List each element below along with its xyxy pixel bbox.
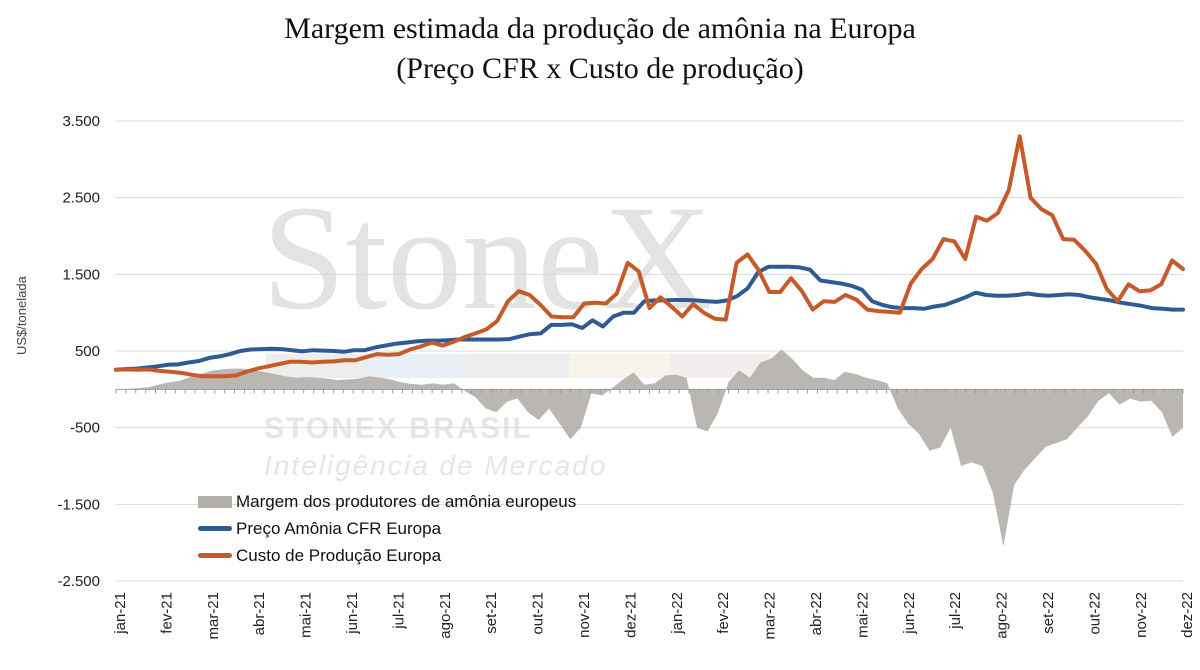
series-area-margin [116, 349, 1183, 547]
x-tick-label: mar-22 [762, 592, 779, 640]
legend-item-margin: Margem dos produtores de amônia europeus [198, 488, 576, 515]
y-tick-label: -2.500 [57, 573, 100, 590]
x-tick-label: ago-22 [994, 592, 1011, 639]
x-tick-label: jan-22 [669, 592, 686, 635]
x-tick-label: nov-21 [576, 592, 593, 638]
y-tick-label: 500 [75, 343, 100, 360]
x-tick-label: jul-21 [390, 592, 407, 630]
chart-title: Margem estimada da produção de amônia na… [284, 12, 916, 45]
series-line-cost [114, 134, 1185, 379]
legend-label-price: Preço Amônia CFR Europa [236, 518, 442, 538]
x-tick-label: nov-22 [1133, 592, 1150, 638]
watermark-band [266, 354, 367, 378]
legend-swatch-margin [198, 495, 232, 508]
y-tick-label: 3.500 [62, 113, 100, 130]
watermark-band [468, 354, 569, 378]
x-tick-label: abr-21 [251, 592, 268, 635]
x-tick-label: mai-22 [854, 592, 871, 638]
x-tick-label: jan-21 [112, 592, 129, 635]
legend-item-price: Preço Amônia CFR Europa [198, 515, 576, 542]
watermark-band [569, 354, 670, 378]
x-tick-label: ago-21 [437, 592, 454, 639]
x-tick-label: mar-21 [205, 592, 222, 640]
x-tick-label: jul-22 [947, 592, 964, 630]
y-tick-label: -1.500 [57, 496, 100, 513]
legend-swatch-cost [198, 553, 232, 558]
x-tick-label: jun-21 [344, 592, 361, 635]
watermark-band [367, 354, 468, 378]
y-tick-label: 1.500 [62, 266, 100, 283]
chart-subtitle: (Preço CFR x Custo de produção) [396, 52, 804, 85]
x-tick-label: out-21 [530, 592, 547, 635]
x-tick-label: set-22 [1040, 592, 1057, 634]
x-tick-label: mai-21 [298, 592, 315, 638]
y-axis-label: US$/tonelada [14, 276, 29, 355]
legend-swatch-price [198, 526, 232, 531]
legend-label-cost: Custo de Produção Europa [236, 545, 442, 565]
y-tick-label: -500 [70, 420, 100, 437]
y-tick-label: 2.500 [62, 190, 100, 207]
x-tick-label: dez-21 [622, 592, 639, 638]
legend-label-margin: Margem dos produtores de amônia europeus [236, 491, 577, 511]
watermark-logo: StoneX [262, 175, 712, 341]
series-line-price [114, 264, 1185, 372]
x-tick-label: fev-21 [158, 592, 175, 634]
x-tick-label: out-22 [1086, 592, 1103, 635]
watermark-tagline: Inteligência de Mercado [264, 450, 607, 481]
watermark-company: STONEX BRASIL [264, 412, 533, 445]
x-tick-label: dez-22 [1179, 592, 1196, 638]
x-tick-label: jun-22 [901, 592, 918, 635]
x-tick-label: fev-22 [715, 592, 732, 634]
legend: Margem dos produtores de amônia europeus… [198, 488, 576, 569]
legend-item-cost: Custo de Produção Europa [198, 542, 576, 569]
x-tick-label: abr-22 [808, 592, 825, 635]
x-tick-label: set-21 [483, 592, 500, 634]
